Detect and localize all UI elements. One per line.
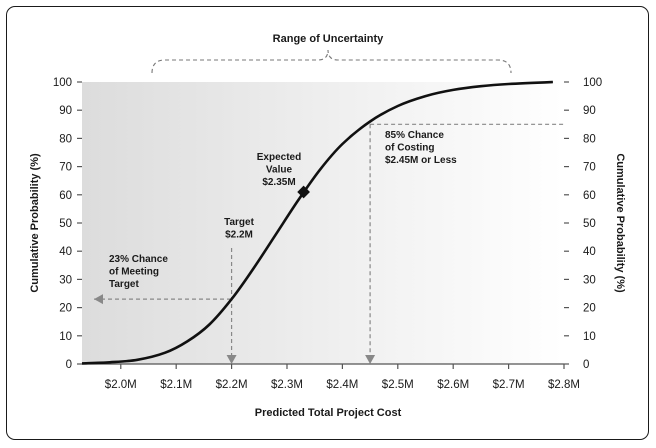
x-tick-label: $2.1M <box>160 379 192 391</box>
y-tick-label-right: 100 <box>583 77 602 89</box>
y-tick-label-right: 10 <box>583 331 596 343</box>
y-axis-title-left: Cumulative Probability (%) <box>29 153 41 293</box>
y-tick-label-right: 80 <box>583 133 596 145</box>
annotation-target: Target $2.2M <box>224 217 254 241</box>
y-tick-label-right: 60 <box>583 190 596 202</box>
y-tick-label-left: 50 <box>59 218 72 230</box>
y-tick-label-right: 20 <box>583 303 596 315</box>
y-tick-label-right: 70 <box>583 162 596 174</box>
x-tick-label: $2.2M <box>216 379 248 391</box>
arrow-down <box>365 355 376 364</box>
annotation-85-percent: 85% Chance of Costing $2.45M or Less <box>385 130 457 166</box>
y-tick-label-left: 60 <box>59 190 72 202</box>
chart-title: Range of Uncertainty <box>273 33 385 45</box>
x-tick-label: $2.4M <box>326 379 358 391</box>
x-tick-label: $2.8M <box>548 379 580 391</box>
x-tick-label: $2.5M <box>382 379 414 391</box>
x-axis-title: Predicted Total Project Cost <box>255 407 402 419</box>
y-tick-label-right: 30 <box>583 274 596 286</box>
arrow-down <box>226 355 237 364</box>
expected-value-marker <box>297 185 310 199</box>
annotation-expected-value: Expected Value $2.35M <box>257 152 301 188</box>
x-tick-label: $2.6M <box>437 379 469 391</box>
annotation-23-percent: 23% Chance of Meeting Target <box>109 254 168 290</box>
y-tick-label-left: 70 <box>59 162 72 174</box>
y-tick-label-left: 10 <box>59 331 72 343</box>
plot-background <box>82 82 564 364</box>
y-tick-label-left: 20 <box>59 303 72 315</box>
y-tick-label-left: 80 <box>59 133 72 145</box>
range-of-uncertainty-bracket <box>151 49 512 74</box>
y-axis-title-right: Cumulative Probability (%) <box>614 153 626 293</box>
x-tick-label: $2.7M <box>493 379 525 391</box>
y-tick-label-right: 90 <box>583 105 596 117</box>
y-tick-label-right: 0 <box>583 359 589 371</box>
y-tick-label-left: 90 <box>59 105 72 117</box>
arrow-left <box>94 294 103 305</box>
y-tick-label-left: 30 <box>59 274 72 286</box>
x-tick-label: $2.0M <box>105 379 137 391</box>
y-tick-label-right: 40 <box>583 246 596 258</box>
y-tick-label-left: 0 <box>66 359 72 371</box>
y-tick-label-left: 40 <box>59 246 72 258</box>
cumulative-probability-curve <box>81 80 553 365</box>
y-tick-label-left: 100 <box>53 77 72 89</box>
x-tick-label: $2.3M <box>271 379 303 391</box>
y-tick-label-right: 50 <box>583 218 596 230</box>
